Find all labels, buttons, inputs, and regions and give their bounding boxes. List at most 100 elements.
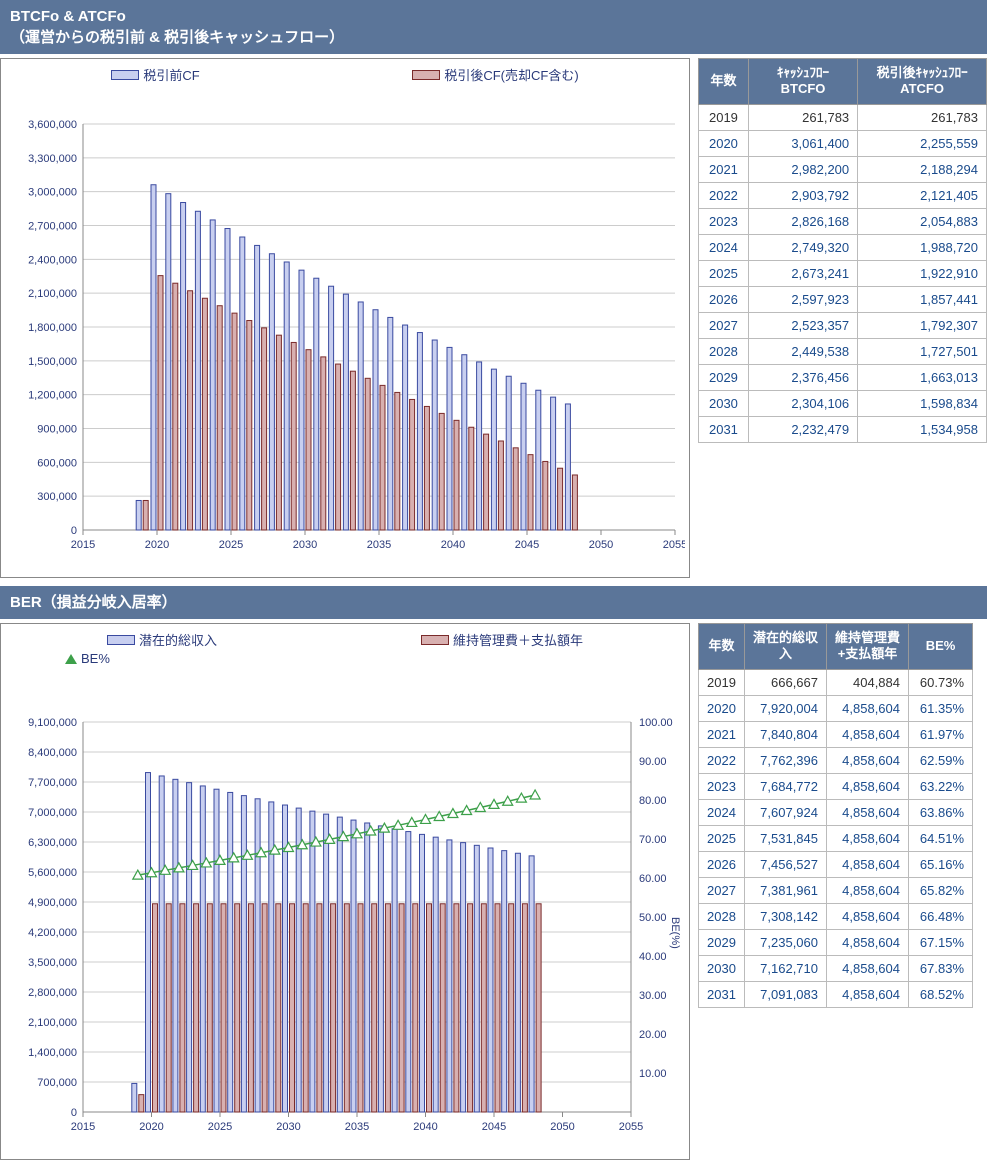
table-row: 20207,920,0044,858,60461.35% [699, 695, 973, 721]
table-cell: 1,727,501 [858, 338, 987, 364]
legend-swatch-icon [111, 70, 139, 80]
legend-item-income: 潜在的総収入 [107, 630, 217, 649]
table-cell: 67.15% [909, 929, 973, 955]
table-cell: 2,597,923 [748, 286, 857, 312]
table-cell: 67.83% [909, 955, 973, 981]
table-cell: 4,858,604 [827, 955, 909, 981]
svg-text:2020: 2020 [139, 1121, 163, 1133]
legend-label: 潜在的総収入 [139, 630, 217, 649]
svg-text:5,600,000: 5,600,000 [28, 867, 77, 879]
table-row: 20217,840,8044,858,60461.97% [699, 721, 973, 747]
svg-text:2025: 2025 [219, 539, 243, 551]
svg-text:70.00: 70.00 [639, 834, 667, 846]
section1-table: 年数ｷｬｯｼｭﾌﾛｰBTCFO税引後ｷｬｯｼｭﾌﾛｰATCFO2019261,7… [698, 58, 987, 443]
table-cell: 2,304,106 [748, 390, 857, 416]
table-cell: 7,235,060 [745, 929, 827, 955]
table-cell: 1,663,013 [858, 364, 987, 390]
table-header: ｷｬｯｼｭﾌﾛｰBTCFO [748, 59, 857, 105]
table-cell: 4,858,604 [827, 877, 909, 903]
table-cell: 1,598,834 [858, 390, 987, 416]
table-row: 20242,749,3201,988,720 [699, 234, 987, 260]
table-cell: 1,857,441 [858, 286, 987, 312]
table-cell: 7,607,924 [745, 799, 827, 825]
table-row: 20287,308,1424,858,60466.48% [699, 903, 973, 929]
svg-text:80.00: 80.00 [639, 795, 667, 807]
svg-text:8,400,000: 8,400,000 [28, 747, 77, 759]
table-cell: 4,858,604 [827, 981, 909, 1007]
legend-label: 維持管理費＋支払額年 [453, 630, 583, 649]
section1-chart: 0300,000600,000900,0001,200,0001,500,000… [5, 90, 685, 570]
svg-text:0: 0 [71, 525, 77, 537]
table-cell: 7,531,845 [745, 825, 827, 851]
svg-text:2045: 2045 [515, 539, 539, 551]
svg-text:1,800,000: 1,800,000 [28, 322, 77, 334]
legend-label: 税引前CF [143, 65, 199, 84]
table-cell: 2,903,792 [748, 182, 857, 208]
svg-text:2035: 2035 [345, 1121, 369, 1133]
table-row: 20307,162,7104,858,60467.83% [699, 955, 973, 981]
section2-legend: 潜在的総収入 維持管理費＋支払額年 BE% [5, 628, 685, 672]
svg-text:2,100,000: 2,100,000 [28, 288, 77, 300]
table-row: 20247,607,9244,858,60463.86% [699, 799, 973, 825]
table-cell: 2025 [699, 825, 745, 851]
table-header: 年数 [699, 59, 749, 105]
table-cell: 261,783 [748, 104, 857, 130]
legend-swatch-icon [412, 70, 440, 80]
table-cell: 2023 [699, 773, 745, 799]
table-row: 20282,449,5381,727,501 [699, 338, 987, 364]
table-cell: 404,884 [827, 669, 909, 695]
table-cell: 2026 [699, 286, 749, 312]
table-cell: 68.52% [909, 981, 973, 1007]
svg-text:2030: 2030 [276, 1121, 300, 1133]
svg-text:2015: 2015 [71, 539, 95, 551]
table-cell: 2,523,357 [748, 312, 857, 338]
table-cell: 7,762,396 [745, 747, 827, 773]
legend-label: 税引後CF(売却CF含む) [444, 65, 578, 84]
svg-text:1,500,000: 1,500,000 [28, 356, 77, 368]
section2-chart-wrap: 潜在的総収入 維持管理費＋支払額年 BE% 0700,0001,400,0002… [0, 623, 690, 1160]
table-header: 年数 [699, 624, 745, 670]
table-row: 20277,381,9614,858,60465.82% [699, 877, 973, 903]
table-cell: 2,054,883 [858, 208, 987, 234]
svg-text:2025: 2025 [208, 1121, 232, 1133]
svg-text:7,000,000: 7,000,000 [28, 807, 77, 819]
svg-text:BE(%): BE(%) [669, 917, 681, 949]
table-cell: 7,162,710 [745, 955, 827, 981]
svg-text:2030: 2030 [293, 539, 317, 551]
svg-text:900,000: 900,000 [37, 424, 77, 436]
table-cell: 66.48% [909, 903, 973, 929]
svg-text:2035: 2035 [367, 539, 391, 551]
svg-text:600,000: 600,000 [37, 457, 77, 469]
table-cell: 60.73% [909, 669, 973, 695]
table-cell: 2030 [699, 390, 749, 416]
section1-body: 税引前CF 税引後CF(売却CF含む) 0300,000600,000900,0… [0, 54, 987, 586]
svg-text:7,700,000: 7,700,000 [28, 777, 77, 789]
table-cell: 2020 [699, 695, 745, 721]
svg-text:1,200,000: 1,200,000 [28, 390, 77, 402]
svg-text:2015: 2015 [71, 1121, 95, 1133]
table-cell: 1,922,910 [858, 260, 987, 286]
section2-title: BER（損益分岐入居率） [10, 594, 177, 611]
table-cell: 2030 [699, 955, 745, 981]
table-cell: 2027 [699, 877, 745, 903]
svg-text:2,700,000: 2,700,000 [28, 221, 77, 233]
svg-text:2055: 2055 [663, 539, 685, 551]
table-cell: 2,121,405 [858, 182, 987, 208]
table-cell: 2,673,241 [748, 260, 857, 286]
table-cell: 65.16% [909, 851, 973, 877]
legend-item-be: BE% [5, 651, 685, 666]
table-cell: 2,255,559 [858, 130, 987, 156]
table-row: 20292,376,4561,663,013 [699, 364, 987, 390]
svg-text:1,400,000: 1,400,000 [28, 1047, 77, 1059]
table-header: BE% [909, 624, 973, 670]
table-cell: 4,858,604 [827, 695, 909, 721]
table-row: 20232,826,1682,054,883 [699, 208, 987, 234]
svg-text:2040: 2040 [413, 1121, 437, 1133]
svg-text:3,600,000: 3,600,000 [28, 119, 77, 131]
table-header: 税引後ｷｬｯｼｭﾌﾛｰATCFO [858, 59, 987, 105]
table-row: 20317,091,0834,858,60468.52% [699, 981, 973, 1007]
table-cell: 4,858,604 [827, 799, 909, 825]
table-cell: 63.22% [909, 773, 973, 799]
table-cell: 2024 [699, 799, 745, 825]
table-row: 20222,903,7922,121,405 [699, 182, 987, 208]
